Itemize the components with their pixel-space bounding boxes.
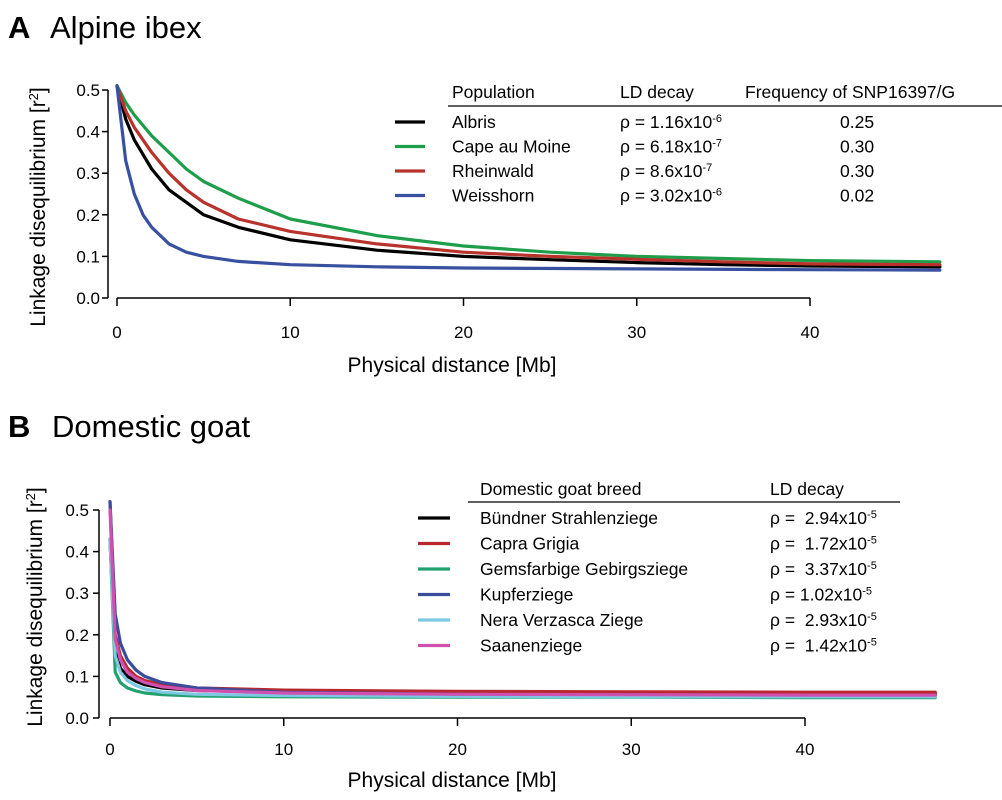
x-axis-label: Physical distance [Mb] [348,769,557,792]
legend-entry-name: Albris [452,112,496,132]
x-tick-label: 20 [448,740,467,759]
series-line [115,84,942,269]
x-tick-label: 20 [454,323,473,342]
legend-header: Frequency of SNP16397/G [745,82,955,102]
legend-entry-freq: 0.30 [840,137,874,157]
series-line [115,84,942,267]
legend-header: LD decay [620,82,694,102]
panel-title: Domestic goat [52,409,251,444]
legend-entry-rho: ρ = 8.6x10-7 [620,161,712,181]
y-tick-label: 0.1 [76,247,100,266]
chart-panel-a: A Alpine ibex 0.0 0.1 0.2 0.3 0.4 0.5 0 10 20 30 40 P… [8,10,1002,377]
x-tick-label: 40 [801,323,820,342]
x-tick-label: 0 [105,740,114,759]
x-tick-label: 40 [796,740,815,759]
legend-entry-name: Rheinwald [452,161,534,181]
panel-letter: B [8,409,30,444]
panel-title: Alpine ibex [50,10,202,45]
y-tick-label: 0.4 [76,123,100,142]
legend-entry-name: Capra Grigia [480,534,579,554]
legend-entry-name: Weisshorn [452,186,534,206]
legend-entry-rho: ρ = 1.02x10-5 [770,585,872,605]
y-tick-label: 0.2 [76,206,100,225]
series-line [115,84,942,272]
legend-entry-rho: ρ = 2.93x10-5 [770,610,877,630]
legend-entry-name: Cape au Moine [452,137,571,157]
legend-header: LD decay [770,479,844,499]
y-tick-label: 0.4 [65,543,89,562]
legend-entry-rho: ρ = 1.72x10-5 [770,534,877,554]
legend-entry-rho: ρ = 3.02x10-6 [620,186,722,206]
legend-entry-rho: ρ = 2.94x10-5 [770,508,877,528]
legend-entry-freq: 0.02 [840,186,874,206]
legend-entry-rho: ρ = 3.37x10-5 [770,559,877,579]
chart-panel-b: B Domestic goat 0.0 0.1 0.2 0.3 0.4 0.5 0 10 20 30 4… [8,409,937,792]
y-tick-label: 0.3 [65,584,89,603]
x-tick-label: 10 [281,323,300,342]
y-tick-label: 0.0 [76,289,100,308]
legend-entry-freq: 0.25 [840,112,874,132]
y-axis-label: Linkage disequilibrium [r2] [26,87,51,327]
panel-letter: A [8,10,30,45]
series-line [108,537,937,699]
x-tick-label: 30 [627,323,646,342]
legend-entry-name: Gemsfarbige Gebirgsziege [480,559,688,579]
y-tick-label: 0.5 [76,81,100,100]
legend-entry-name: Nera Verzasca Ziege [480,610,643,630]
x-axis-label: Physical distance [Mb] [348,354,557,377]
y-tick-label: 0.0 [65,709,89,728]
series-line [108,508,937,697]
legend-entry-rho: ρ = 1.16x10-6 [620,112,722,132]
y-tick-label: 0.2 [65,626,89,645]
legend-entry-name: Saanenziege [480,636,582,656]
series-line [115,84,942,264]
legend: Domestic goat breed LD decay Bündner Strah… [418,479,900,656]
legend-header: Population [452,82,535,102]
x-tick-label: 0 [112,323,121,342]
x-tick-label: 30 [622,740,641,759]
legend-entry-name: Bündner Strahlenziege [480,508,658,528]
legend-entry-rho: ρ = 6.18x10-7 [620,137,722,157]
y-tick-label: 0.3 [76,164,100,183]
y-axis-label: Linkage disequilibrium [r2] [23,487,48,727]
legend: Population LD decay Frequency of SNP16397/… [395,82,1002,206]
legend-entry-freq: 0.30 [840,161,874,181]
legend-entry-name: Kupferziege [480,585,573,605]
legend-header: Domestic goat breed [480,479,641,499]
y-tick-label: 0.1 [65,667,89,686]
x-tick-label: 10 [274,740,293,759]
y-tick-label: 0.5 [65,501,89,520]
legend-entry-rho: ρ = 1.42x10-5 [770,636,877,656]
